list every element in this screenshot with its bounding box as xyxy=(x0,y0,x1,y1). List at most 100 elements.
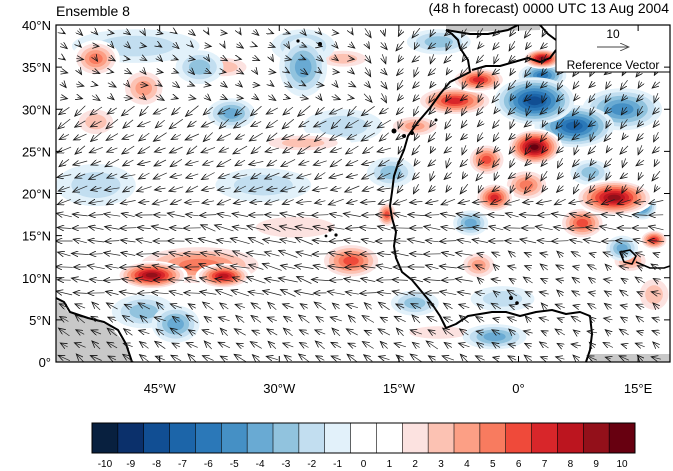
wind-vector xyxy=(439,266,457,268)
lat-label: 35°N xyxy=(22,60,51,75)
wind-vector xyxy=(295,238,313,245)
wind-vector xyxy=(152,200,168,204)
wind-vector xyxy=(601,199,615,205)
wind-vector xyxy=(155,188,166,190)
wind-vector xyxy=(510,30,515,37)
wind-vector xyxy=(378,329,391,336)
wind-vector xyxy=(535,226,553,229)
wind-vector xyxy=(314,120,327,127)
wind-vector xyxy=(239,59,242,60)
colorbar-swatch xyxy=(376,423,403,453)
wind-vector xyxy=(281,159,296,166)
wind-vector xyxy=(235,160,246,166)
wind-vector xyxy=(235,304,246,307)
wind-vector xyxy=(430,147,433,153)
wind-vector xyxy=(460,354,468,362)
wind-vector xyxy=(252,85,259,86)
wind-vector xyxy=(90,106,103,115)
wind-vector xyxy=(106,303,118,310)
wind-vector xyxy=(329,174,344,178)
wind-vector xyxy=(105,266,119,268)
latitude-axis: 40°N 35°N 30°N 25°N 20°N 15°N 10°N 5°N 0° xyxy=(22,18,670,370)
wind-vector xyxy=(110,96,114,99)
wind-vector xyxy=(60,317,69,322)
wind-vector xyxy=(462,28,467,38)
wind-vector xyxy=(604,279,613,281)
wind-vector xyxy=(138,146,151,153)
wind-vector xyxy=(251,105,262,116)
wind-vector xyxy=(360,293,377,294)
wind-vector xyxy=(541,82,548,88)
colorbar-label: -7 xyxy=(178,459,187,470)
wind-vector xyxy=(376,265,393,269)
wind-vector xyxy=(461,134,468,140)
wind-vector xyxy=(294,291,314,295)
wind-vector xyxy=(460,67,469,77)
wind-vector xyxy=(392,291,408,295)
wind-vector xyxy=(232,277,248,284)
wind-vector xyxy=(331,356,342,360)
wind-vector xyxy=(349,44,355,48)
wind-vector xyxy=(509,134,515,140)
wind-vector xyxy=(175,32,177,33)
wind-vector xyxy=(493,318,499,320)
wind-vector xyxy=(126,83,130,87)
wind-vector xyxy=(429,186,436,192)
wind-vector xyxy=(139,330,150,333)
wind-vector xyxy=(89,215,104,216)
wind-vector xyxy=(394,316,406,323)
wind-vector xyxy=(508,79,517,90)
wind-vector xyxy=(331,118,342,129)
wind-vector xyxy=(184,293,201,294)
wind-vector xyxy=(476,331,484,333)
wind-vector xyxy=(153,172,167,179)
wind-vector xyxy=(456,228,472,229)
wind-vector xyxy=(330,317,342,321)
wind-vector xyxy=(620,145,629,154)
wind-vector xyxy=(524,253,531,256)
wind-vector xyxy=(378,172,391,179)
wind-vector xyxy=(525,160,531,166)
wind-vector xyxy=(493,42,499,49)
anomaly-contour xyxy=(255,216,335,238)
wind-vector xyxy=(56,267,73,268)
wind-vector xyxy=(635,343,645,347)
wind-vector xyxy=(478,93,482,103)
wind-vector xyxy=(123,119,134,128)
wind-vector xyxy=(202,188,215,191)
wind-vector xyxy=(217,214,231,217)
wind-vector xyxy=(442,252,455,255)
anomaly-contour xyxy=(129,303,158,319)
wind-vector xyxy=(252,330,261,333)
wind-vector xyxy=(459,315,469,323)
wind-vector xyxy=(295,227,313,230)
wind-vector xyxy=(108,356,117,360)
anomaly-contour xyxy=(328,53,358,64)
wind-vector xyxy=(462,80,466,89)
wind-vector xyxy=(57,146,72,153)
wind-vector xyxy=(572,106,580,115)
wind-vector xyxy=(364,121,373,126)
wind-vector xyxy=(604,132,613,142)
wind-vector xyxy=(346,159,359,165)
wind-vector xyxy=(491,279,501,281)
wind-vector xyxy=(269,45,275,47)
wind-vector xyxy=(378,200,390,205)
wind-vector xyxy=(222,72,226,73)
wind-vector xyxy=(185,278,200,282)
wind-vector xyxy=(185,133,200,140)
wind-vector xyxy=(332,303,340,309)
wind-vector xyxy=(362,187,374,191)
wind-vector xyxy=(441,280,455,281)
wind-vector xyxy=(173,82,180,87)
wind-vector xyxy=(91,188,102,191)
wind-vector xyxy=(424,226,441,229)
wind-vector xyxy=(90,279,103,281)
wind-vector xyxy=(440,214,456,217)
wind-vector xyxy=(169,291,183,295)
wind-vector xyxy=(428,159,437,167)
wind-vector xyxy=(92,341,101,350)
wind-vector xyxy=(541,303,546,309)
wind-vector xyxy=(203,161,214,165)
wind-vector xyxy=(300,343,309,348)
